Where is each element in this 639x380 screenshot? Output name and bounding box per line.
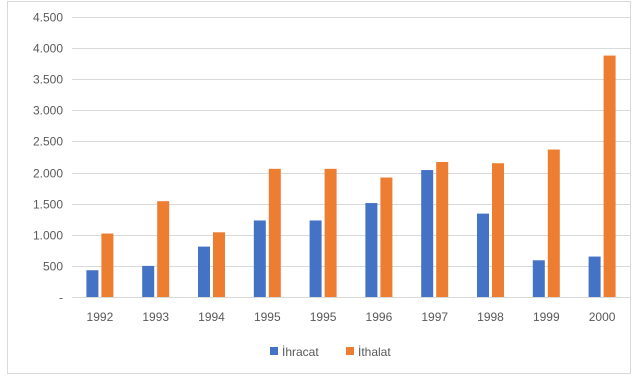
legend-swatch [346, 347, 354, 355]
y-tick-label: 1.500 [33, 198, 63, 212]
bar-ihracat-1993 [142, 265, 155, 297]
bar-ihracat-1999 [532, 260, 545, 297]
y-axis-tick-labels: - 500 1.000 1.500 2.000 2.500 3.000 3.500 4.000 4… [33, 11, 63, 305]
y-tick-label: 4.000 [33, 42, 63, 56]
y-tick-label: 1.000 [33, 229, 63, 243]
x-tick-label: 1998 [477, 310, 504, 324]
bar-ihracat-1994 [198, 246, 210, 297]
bar-ihracat-1997 [421, 170, 434, 297]
bar-ihracat-1998 [477, 213, 489, 297]
gridlines [72, 17, 630, 298]
bar-ithalat-1996 [380, 177, 393, 297]
x-tick-label: 1992 [87, 310, 114, 324]
legend-label: İhracat [282, 345, 319, 359]
y-tick-label: 3.000 [33, 104, 63, 118]
bar-ithalat-1994 [213, 232, 225, 297]
bar-ithalat-1993 [157, 201, 170, 297]
y-tick-label: 2.500 [33, 135, 63, 149]
x-tick-label: 2000 [589, 310, 616, 324]
bar-ihracat-1992 [86, 270, 99, 297]
y-tick-label: 4.500 [33, 11, 63, 25]
x-tick-label: 1999 [533, 310, 560, 324]
bars [86, 55, 616, 298]
y-tick-label: 3.500 [33, 73, 63, 87]
chart-frame [7, 1, 631, 374]
y-tick-label: - [59, 291, 63, 305]
bar-ithalat-1995 [268, 168, 281, 297]
x-tick-label: 1995 [310, 310, 337, 324]
x-axis-tick-labels: 1992 1993 1994 1995 1995 1996 1997 1998 1999 2000 [87, 310, 616, 324]
bar-ihracat-2000 [588, 256, 601, 297]
x-tick-label: 1993 [142, 310, 169, 324]
bar-ithalat-1992 [101, 233, 114, 297]
bar-ihracat-1995 [253, 220, 266, 297]
x-tick-label: 1995 [254, 310, 281, 324]
bar-ihracat-1996 [365, 203, 378, 297]
x-tick-label: 1996 [366, 310, 393, 324]
y-tick-label: 500 [43, 260, 63, 274]
bar-ithalat-1998 [492, 163, 504, 297]
bar-ihracat-1995 [309, 220, 322, 297]
x-tick-label: 1997 [421, 310, 448, 324]
bar-ithalat-2000 [603, 55, 616, 298]
y-tick-label: 2.000 [33, 167, 63, 181]
legend: İhracat İthalat [270, 345, 391, 359]
bar-ithalat-1995 [324, 168, 337, 297]
bar-ithalat-1997 [436, 161, 449, 297]
x-tick-label: 1994 [198, 310, 225, 324]
bar-ithalat-1999 [547, 149, 560, 297]
legend-label: İthalat [358, 345, 391, 359]
legend-swatch [270, 347, 278, 355]
